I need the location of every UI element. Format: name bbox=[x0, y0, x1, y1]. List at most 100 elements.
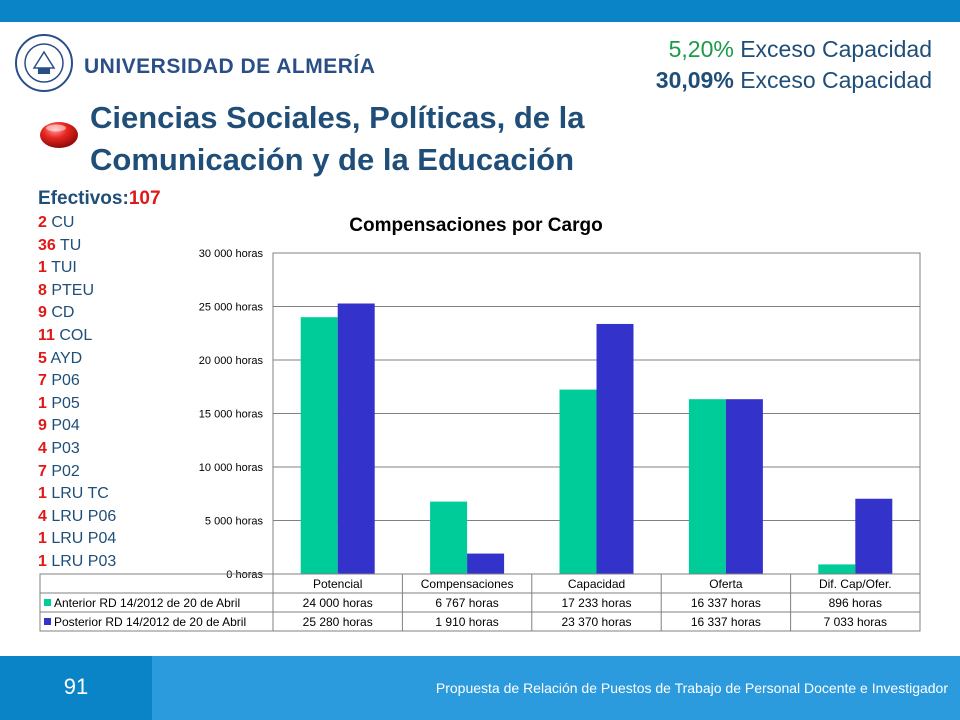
efectivo-item: 2 CU bbox=[38, 212, 161, 235]
x-category-label: Capacidad bbox=[568, 577, 625, 591]
y-tick-label: 5 000 horas bbox=[205, 516, 264, 528]
excess-pct-2: 30,09% bbox=[655, 67, 734, 93]
efectivo-count: 36 bbox=[38, 236, 56, 254]
title-line-1: Ciencias Sociales, Políticas, de la bbox=[90, 100, 585, 135]
y-tick-label: 0 horas bbox=[226, 569, 263, 581]
data-label: 16 337 horas bbox=[691, 615, 761, 629]
efectivo-cargo: TU bbox=[55, 236, 82, 254]
university-seal-icon bbox=[15, 34, 73, 92]
bar-posterior bbox=[337, 303, 375, 574]
bar-posterior bbox=[725, 399, 763, 574]
legend-swatch bbox=[44, 599, 51, 606]
efectivo-item: 5 AYD bbox=[38, 348, 161, 371]
efectivo-count: 4 bbox=[38, 507, 47, 525]
excess-capacity-block: 5,20% Exceso Capacidad 30,09% Exceso Cap… bbox=[656, 34, 932, 96]
efectivo-count: 2 bbox=[38, 214, 47, 231]
efectivo-cargo: CD bbox=[46, 304, 75, 322]
efectivo-item: 9 P04 bbox=[38, 415, 161, 438]
efectivo-count: 7 bbox=[38, 372, 47, 390]
data-label: 7 033 horas bbox=[824, 615, 887, 629]
efectivo-cargo: PTEU bbox=[46, 281, 95, 299]
efectivo-item: 1 TUI bbox=[38, 257, 161, 280]
efectivo-item: 4 LRU P06 bbox=[38, 506, 161, 529]
efectivo-cargo: LRU P03 bbox=[46, 552, 117, 570]
efectivo-cargo: COL bbox=[54, 326, 93, 344]
excess-label-1: Exceso Capacidad bbox=[733, 36, 932, 62]
bar-anterior bbox=[818, 564, 856, 574]
footer-text: Propuesta de Relación de Puestos de Trab… bbox=[435, 680, 948, 696]
data-label: 6 767 horas bbox=[435, 596, 498, 610]
efectivos-label: Efectivos: bbox=[38, 188, 129, 209]
efectivo-count: 9 bbox=[38, 417, 47, 435]
efectivo-cargo: P05 bbox=[46, 394, 80, 412]
efectivos-total: 107 bbox=[128, 188, 161, 209]
efectivo-count: 4 bbox=[38, 439, 47, 457]
footer-left-panel bbox=[0, 656, 152, 720]
efectivo-item: 1 LRU P04 bbox=[38, 528, 161, 551]
y-tick-label: 30 000 horas bbox=[199, 248, 264, 260]
efectivo-cargo: P06 bbox=[46, 372, 80, 390]
efectivo-item: 7 P02 bbox=[38, 461, 161, 484]
y-tick-label: 20 000 horas bbox=[199, 355, 264, 367]
efectivo-item: 36 TU bbox=[38, 235, 161, 258]
efectivo-item: 11 COL bbox=[38, 325, 161, 348]
efectivo-cargo: TUI bbox=[46, 259, 77, 277]
footer-right-panel bbox=[152, 656, 960, 720]
red-bullet-icon bbox=[40, 122, 78, 148]
efectivo-cargo: P02 bbox=[46, 462, 80, 480]
excess-line-1: 5,20% Exceso Capacidad bbox=[656, 34, 932, 65]
data-label: 23 370 horas bbox=[561, 615, 631, 629]
compensation-chart: Compensaciones por Cargo 0 horas 5 000 hor… bbox=[39, 215, 921, 632]
legend-entry: Posterior RD 14/2012 de 20 de Abril bbox=[54, 615, 246, 629]
efectivos-items: 2 CU 36 TU 1 TUI 8 PTEU 9 CD 11 COL 5 AYD 7 P06… bbox=[38, 212, 161, 574]
efectivo-cargo: AYD bbox=[46, 349, 83, 367]
efectivo-cargo: LRU P06 bbox=[46, 507, 117, 525]
x-category-label: Dif. Cap/Ofer. bbox=[819, 577, 892, 591]
bar-posterior bbox=[467, 553, 505, 574]
efectivo-count: 11 bbox=[38, 326, 55, 344]
bar-anterior bbox=[430, 501, 468, 574]
y-tick-label: 10 000 horas bbox=[199, 462, 264, 474]
bar-posterior bbox=[596, 323, 634, 574]
page-number: 91 bbox=[63, 674, 89, 699]
efectivo-cargo: P04 bbox=[46, 417, 80, 435]
efectivo-item: 9 CD bbox=[38, 302, 161, 325]
chart-title: Compensaciones por Cargo bbox=[349, 215, 602, 236]
title-line-2: Comunicación y de la Educación bbox=[90, 142, 575, 177]
efectivo-count: 9 bbox=[38, 304, 47, 322]
legend-swatch bbox=[44, 618, 51, 625]
excess-line-2: 30,09% Exceso Capacidad bbox=[656, 65, 932, 96]
efectivo-count: 1 bbox=[38, 530, 47, 548]
x-category-label: Potencial bbox=[313, 577, 362, 591]
efectivo-cargo: P03 bbox=[46, 439, 80, 457]
data-label: 17 233 horas bbox=[561, 596, 631, 610]
efectivo-item: 1 LRU P03 bbox=[38, 551, 161, 574]
efectivo-item: 1 P05 bbox=[38, 393, 161, 416]
top-bar bbox=[0, 0, 960, 22]
university-name: UNIVERSIDAD DE ALMERÍA bbox=[84, 55, 376, 78]
bar-posterior bbox=[855, 498, 893, 574]
data-label: 16 337 horas bbox=[691, 596, 761, 610]
efectivo-cargo: CU bbox=[46, 214, 75, 231]
efectivo-cargo: LRU TC bbox=[46, 485, 109, 503]
excess-label-2: Exceso Capacidad bbox=[733, 67, 932, 93]
efectivos-header: Efectivos:107 bbox=[38, 186, 161, 212]
data-label: 24 000 horas bbox=[303, 596, 373, 610]
bar-anterior bbox=[559, 389, 597, 574]
efectivo-item: 1 LRU TC bbox=[38, 483, 161, 506]
excess-pct-1: 5,20% bbox=[668, 36, 734, 62]
efectivo-count: 1 bbox=[38, 552, 47, 570]
data-label: 896 horas bbox=[829, 596, 882, 610]
bar-anterior bbox=[300, 317, 338, 574]
efectivos-list: Efectivos:107 2 CU 36 TU 1 TUI 8 PTEU 9 CD 11… bbox=[38, 186, 161, 574]
efectivo-item: 4 P03 bbox=[38, 438, 161, 461]
x-category-label: Compensaciones bbox=[421, 577, 514, 591]
y-tick-label: 15 000 horas bbox=[199, 409, 264, 421]
bar-anterior bbox=[688, 399, 726, 574]
y-tick-label: 25 000 horas bbox=[199, 302, 264, 314]
efectivo-cargo: LRU P04 bbox=[46, 530, 117, 548]
efectivo-count: 1 bbox=[38, 394, 47, 412]
page-title: Ciencias Sociales, Políticas, de la Comu… bbox=[90, 97, 585, 181]
efectivo-count: 8 bbox=[38, 281, 47, 299]
x-category-label: Oferta bbox=[709, 577, 743, 591]
